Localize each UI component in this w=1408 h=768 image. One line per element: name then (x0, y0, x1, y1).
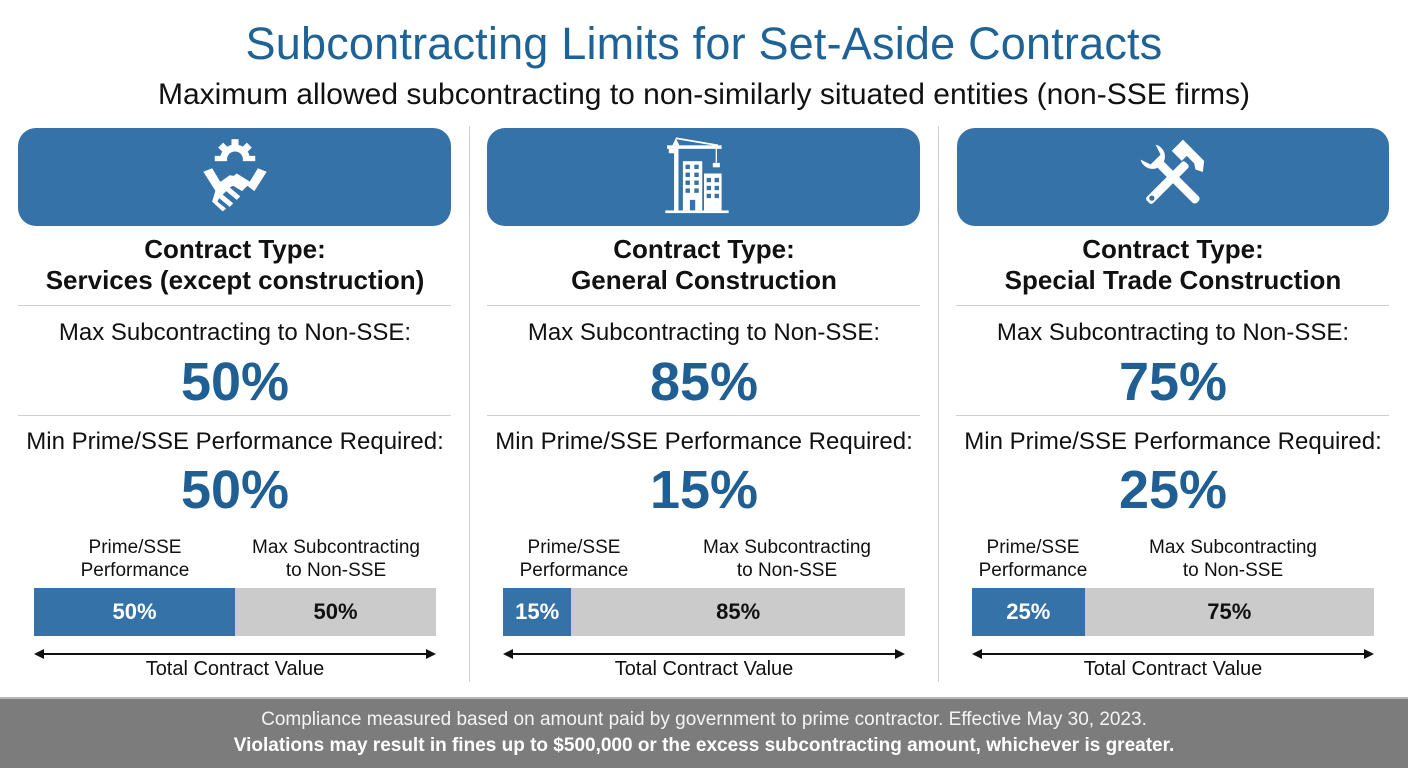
prime-segment: 15% (503, 588, 572, 636)
wrench-hammer-icon (1140, 139, 1205, 204)
sub-segment-label: Max Subcontracting to Non-SSE (252, 537, 420, 581)
prime-segment-label: Prime/SSE Performance (978, 537, 1088, 581)
sub-segment-label: Max Subcontracting to Non-SSE (1149, 537, 1317, 581)
icon-banner (957, 128, 1389, 226)
sub-segment: 85% (571, 588, 905, 636)
contract-type-name: General Construction (571, 265, 837, 295)
min-prime-value: 15% (649, 460, 759, 520)
icon-banner (487, 128, 920, 226)
split-bar: 15% 85% (503, 588, 905, 636)
row-divider (18, 415, 451, 416)
prime-segment-label: Prime/SSE Performance (80, 537, 190, 581)
min-prime-value: 25% (1118, 460, 1228, 520)
total-contract-value-label: Total Contract Value (1083, 658, 1263, 680)
prime-segment: 50% (34, 588, 235, 636)
contract-type-label: Contract Type: (613, 234, 795, 264)
double-arrow-icon (34, 649, 436, 659)
contract-type-heading: Contract Type: General Construction (469, 234, 939, 296)
prime-segment-label: Prime/SSE Performance (519, 537, 629, 581)
contract-type-label: Contract Type: (1082, 234, 1264, 264)
bar-segment-labels: Prime/SSE Performance Max Subcontracting… (0, 536, 470, 584)
contract-type-name: Services (except construction) (45, 265, 425, 295)
footer-compliance-text: Compliance measured based on amount paid… (261, 709, 1147, 730)
row-divider (956, 415, 1389, 416)
column-services: Contract Type: Services (except construc… (0, 126, 470, 682)
split-bar: 25% 75% (972, 588, 1374, 636)
min-prime-label: Min Prime/SSE Performance Required: (26, 428, 444, 455)
bar-segment-labels: Prime/SSE Performance Max Subcontracting… (938, 536, 1408, 584)
min-prime-label: Min Prime/SSE Performance Required: (964, 428, 1382, 455)
total-contract-value-label: Total Contract Value (145, 658, 325, 680)
row-divider (487, 305, 920, 306)
split-bar: 50% 50% (34, 588, 436, 636)
double-arrow-icon (503, 649, 905, 659)
column-divider (469, 126, 470, 682)
contract-type-name: Special Trade Construction (1004, 265, 1342, 295)
row-divider (487, 415, 920, 416)
page-subtitle: Maximum allowed subcontracting to non-si… (157, 78, 1251, 111)
column-special-trade-construction: Contract Type: Special Trade Constructio… (938, 126, 1408, 682)
sub-segment: 75% (1084, 588, 1374, 636)
sub-segment-label: Max Subcontracting to Non-SSE (703, 537, 871, 581)
column-divider (938, 126, 939, 682)
crane-building-icon (664, 137, 729, 214)
footer-note: Compliance measured based on amount paid… (0, 697, 1408, 768)
max-sub-label: Max Subcontracting to Non-SSE: (996, 319, 1350, 346)
contract-columns: Contract Type: Services (except construc… (0, 126, 1408, 682)
column-general-construction: Contract Type: General Construction Max … (469, 126, 939, 682)
max-sub-value: 85% (649, 352, 759, 412)
min-prime-value: 50% (180, 460, 290, 520)
row-divider (956, 305, 1389, 306)
sub-segment: 50% (235, 588, 436, 636)
max-sub-label: Max Subcontracting to Non-SSE: (58, 319, 412, 346)
icon-banner (18, 128, 451, 226)
handshake-gear-icon (202, 139, 267, 212)
max-sub-value: 75% (1118, 352, 1228, 412)
prime-segment: 25% (972, 588, 1085, 636)
row-divider (18, 305, 451, 306)
max-sub-value: 50% (180, 352, 290, 412)
max-sub-label: Max Subcontracting to Non-SSE: (527, 319, 881, 346)
contract-type-heading: Contract Type: Special Trade Constructio… (938, 234, 1408, 296)
contract-type-heading: Contract Type: Services (except construc… (0, 234, 470, 296)
contract-type-label: Contract Type: (144, 234, 326, 264)
double-arrow-icon (972, 649, 1374, 659)
min-prime-label: Min Prime/SSE Performance Required: (495, 428, 913, 455)
total-contract-value-label: Total Contract Value (614, 658, 794, 680)
footer-violation-text: Violations may result in fines up to $50… (233, 735, 1175, 756)
bar-segment-labels: Prime/SSE Performance Max Subcontracting… (469, 536, 939, 584)
page-title: Subcontracting Limits for Set-Aside Cont… (245, 18, 1163, 69)
